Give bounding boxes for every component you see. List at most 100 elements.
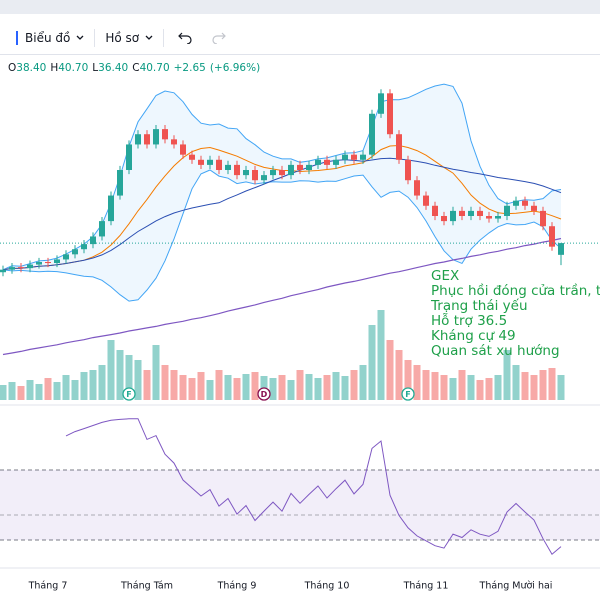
candle-body <box>9 267 15 270</box>
volume-bar <box>278 375 286 400</box>
volume-bar <box>494 375 502 400</box>
bollinger-upper <box>2 83 562 271</box>
candle-body <box>171 139 177 145</box>
candle-body <box>405 159 411 181</box>
candle-body <box>378 93 384 114</box>
annotation-line: Quan sát xu hướng <box>431 343 560 359</box>
candle-body <box>243 170 249 176</box>
candle-body <box>225 164 231 170</box>
annotation-line: Kháng cự 49 <box>431 328 516 344</box>
volume-bar <box>368 325 376 400</box>
volume-bar <box>62 375 70 400</box>
volume-bar <box>44 378 52 400</box>
volume-bar <box>422 370 430 400</box>
volume-bar <box>557 375 565 400</box>
event-marker <box>122 387 136 401</box>
chevron <box>76 35 84 40</box>
volume-bar <box>125 355 133 400</box>
volume-bar <box>296 370 304 400</box>
event-label: F <box>405 390 410 399</box>
candle-body <box>81 244 87 250</box>
candle-body <box>531 205 537 211</box>
legend-value: 40.70 <box>140 62 170 74</box>
volume-bar <box>188 378 196 400</box>
volume-bar <box>170 370 178 400</box>
volume-bar <box>89 370 97 400</box>
volume-bar <box>431 372 439 400</box>
volume-bar <box>17 386 25 400</box>
x-tick-label: Tháng 10 <box>304 581 350 592</box>
candle-body <box>108 195 114 222</box>
legend-key: O <box>8 62 16 74</box>
profile-menu-label: Hồ sơ <box>105 31 140 45</box>
candle-body <box>252 170 258 181</box>
candle-body <box>540 210 546 227</box>
candle-body <box>36 262 42 265</box>
volume-bar <box>377 310 385 400</box>
candle-body <box>198 159 204 165</box>
candle-body <box>216 159 222 170</box>
legend-key: H <box>50 62 58 74</box>
candle-body <box>558 243 564 255</box>
profile-menu[interactable]: Hồ sơ <box>95 24 163 52</box>
x-tick-label: Tháng Mười hai <box>479 581 553 592</box>
candle-body <box>369 113 375 155</box>
volume-bar <box>107 340 115 400</box>
candle-body <box>477 210 483 216</box>
candle-body <box>468 210 474 216</box>
candle-body <box>522 200 528 206</box>
candle-body <box>297 164 303 170</box>
volume-bar <box>476 380 484 400</box>
candle-body <box>495 216 501 219</box>
candle-body <box>153 129 159 145</box>
candle-body <box>360 154 366 160</box>
event-marker <box>401 387 415 401</box>
legend-value: 40.70 <box>58 62 88 74</box>
chart-menu[interactable]: Biểu đồ <box>0 24 94 52</box>
redo-button[interactable] <box>202 24 236 52</box>
volume-bar <box>197 372 205 400</box>
volume-bar <box>152 345 160 400</box>
volume-bar <box>215 370 223 400</box>
rsi-band <box>0 470 600 540</box>
volume-bar <box>269 378 277 400</box>
candle-body <box>423 195 429 206</box>
bollinger-lower <box>2 169 562 302</box>
legend-change-percent: (+6.96%) <box>210 62 260 74</box>
volume-bar <box>548 368 556 400</box>
candle-body <box>54 259 60 264</box>
candle-body <box>45 262 51 264</box>
volume-bar <box>53 382 61 400</box>
volume-bar <box>449 378 457 400</box>
undo-button[interactable] <box>164 24 202 52</box>
candle-body <box>144 134 150 145</box>
candle-body <box>135 134 141 145</box>
volume-bar <box>206 380 214 400</box>
candle-body <box>27 264 33 269</box>
candle-body <box>324 159 330 165</box>
volume-bar <box>521 372 529 400</box>
redo-icon <box>212 32 226 44</box>
x-tick-label: Tháng 9 <box>217 581 257 592</box>
candle-body <box>306 164 312 170</box>
candle-body <box>513 200 519 206</box>
legend-change: +2.65 <box>174 62 206 74</box>
legend-value: 38.40 <box>16 62 46 74</box>
volume-bar <box>404 360 412 400</box>
candle-body <box>0 269 6 273</box>
volume-bar <box>314 378 322 400</box>
candle-body <box>432 205 438 216</box>
candle-body <box>459 210 465 216</box>
rsi-line <box>65 418 562 555</box>
volume-bar <box>359 365 367 400</box>
candle-body <box>441 216 447 222</box>
candle-body <box>261 175 267 181</box>
chevron <box>145 35 153 40</box>
annotation-line: GEX <box>431 268 459 284</box>
volume-bar <box>35 384 43 400</box>
volume-bar <box>440 375 448 400</box>
annotation-line: Phục hồi đóng cửa trần, th <box>431 282 600 299</box>
candle-body <box>504 205 510 216</box>
